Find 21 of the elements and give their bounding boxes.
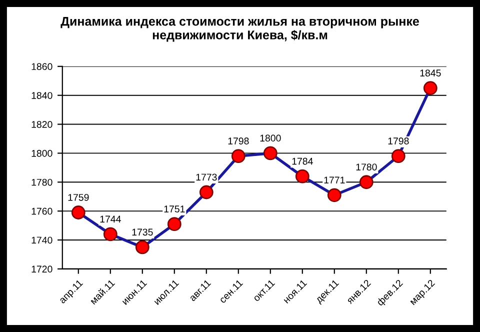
data-label: 1798	[228, 138, 249, 144]
y-tick-label: 1840	[32, 92, 52, 99]
y-tick-label: 1820	[32, 120, 52, 128]
y-tick-label: 1860	[32, 63, 52, 70]
data-label: 1759	[68, 194, 89, 201]
data-label: 1784	[292, 158, 313, 165]
data-label: 1845	[420, 70, 441, 76]
data-label: 1751	[164, 206, 185, 212]
y-tick-label: 1780	[32, 178, 52, 186]
y-tick-label: 1800	[32, 150, 52, 157]
chart-title: Динамика индекса стоимости жилья на вторичном рынке недвижимости Киева, $/кв.м	[60, 17, 419, 42]
data-label: 1735	[132, 228, 153, 236]
data-label: 1780	[356, 164, 377, 170]
data-label: 1773	[196, 174, 217, 181]
y-tick-label: 1720	[32, 266, 52, 273]
y-tick-label: 1760	[32, 208, 52, 215]
y-tick-label: 1740	[32, 236, 52, 244]
data-label: 1800	[260, 134, 281, 142]
data-label: 1798	[388, 138, 409, 144]
data-label: 1771	[324, 176, 345, 184]
data-label: 1744	[100, 216, 121, 222]
